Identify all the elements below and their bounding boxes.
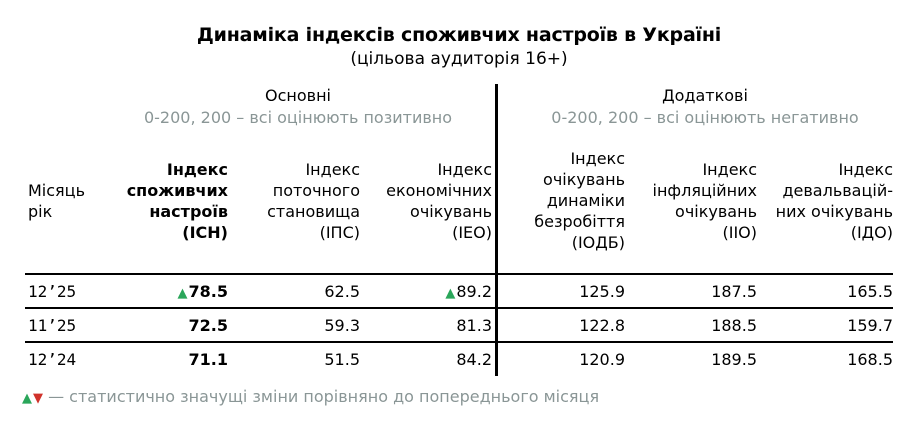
col-header-ido: Індекс девальвацій- них очікувань (ІДО) bbox=[760, 159, 893, 243]
col-header-line: Індекс bbox=[437, 160, 492, 179]
cell-month: 12’24 bbox=[28, 350, 77, 369]
page-subtitle: (цільова аудиторія 16+) bbox=[350, 49, 568, 69]
cell-isn: 72.5 bbox=[188, 316, 228, 335]
col-header-line: Індекс bbox=[838, 160, 893, 179]
col-header-line: Індекс bbox=[166, 160, 228, 179]
cell-value: 89.2 bbox=[456, 282, 492, 301]
col-header-line: девальвацій- bbox=[782, 181, 893, 200]
cell-month: 12’25 bbox=[28, 282, 77, 301]
col-header-line: (ІДО) bbox=[850, 223, 893, 242]
arrow-up-icon: ▲ bbox=[177, 286, 188, 301]
col-header-line: Індекс bbox=[702, 160, 757, 179]
col-header-line: економічних bbox=[386, 181, 492, 200]
col-header-iio: Індекс інфляційних очікувань (ІІО) bbox=[630, 159, 758, 243]
group-additional-subtitle: 0-200, 200 – всі оцінюють негативно bbox=[551, 108, 859, 127]
col-header-line: безробіття bbox=[534, 212, 625, 231]
cell-ips: 62.5 bbox=[324, 282, 360, 301]
col-header-line: (ІПС) bbox=[319, 223, 360, 242]
cell-ieo: 84.2 bbox=[456, 350, 492, 369]
col-header-isn: Індекс споживчих настроїв (ІСН) bbox=[100, 159, 228, 243]
col-header-line: настроїв bbox=[149, 202, 228, 221]
group-main-title: Основні bbox=[265, 86, 331, 105]
cell-iodb: 120.9 bbox=[579, 350, 625, 369]
cell-iodb: 122.8 bbox=[579, 316, 625, 335]
cell-iodb: 125.9 bbox=[579, 282, 625, 301]
col-header-line: поточного bbox=[272, 181, 360, 200]
legend-text: — статистично значущі зміни порівняно до… bbox=[48, 387, 600, 406]
cell-ips: 59.3 bbox=[324, 316, 360, 335]
col-header-line: них очікувань bbox=[775, 202, 893, 221]
col-header-line: Індекс bbox=[570, 149, 625, 168]
arrow-up-icon: ▲ bbox=[445, 286, 456, 301]
cell-ido: 159.7 bbox=[847, 316, 893, 335]
col-header-line: становища bbox=[267, 202, 360, 221]
col-header-line: (ІЕО) bbox=[452, 223, 492, 242]
col-header-line: (ІІО) bbox=[722, 223, 757, 242]
arrow-down-icon: ▼ bbox=[33, 391, 43, 406]
cell-ieo: ▲89.2 bbox=[362, 282, 492, 304]
cell-iio: 189.5 bbox=[711, 350, 757, 369]
group-divider bbox=[495, 84, 498, 376]
cell-iio: 188.5 bbox=[711, 316, 757, 335]
row-divider bbox=[25, 307, 893, 309]
col-header-line: Індекс bbox=[305, 160, 360, 179]
legend: ▲▼ — статистично значущі зміни порівняно… bbox=[22, 387, 599, 406]
col-header-ieo: Індекс економічних очікувань (ІЕО) bbox=[362, 159, 492, 243]
col-header-line: (ІОДБ) bbox=[571, 233, 625, 252]
group-main-subtitle: 0-200, 200 – всі оцінюють позитивно bbox=[143, 108, 453, 127]
col-header-iodb: Індекс очікувань динаміки безробіття (ІО… bbox=[500, 148, 625, 253]
col-header-line: очікувань bbox=[675, 202, 757, 221]
arrow-up-icon: ▲ bbox=[22, 391, 32, 406]
col-header-line: Місяць bbox=[28, 181, 85, 200]
col-header-month: Місяць рік bbox=[28, 180, 85, 222]
cell-ido: 168.5 bbox=[847, 350, 893, 369]
cell-isn: 71.1 bbox=[188, 350, 228, 369]
cell-iio: 187.5 bbox=[711, 282, 757, 301]
group-additional-title: Додаткові bbox=[662, 86, 748, 105]
cell-ips: 51.5 bbox=[324, 350, 360, 369]
col-header-line: очікувань bbox=[543, 170, 625, 189]
cell-ieo: 81.3 bbox=[456, 316, 492, 335]
page-title: Динаміка індексів споживчих настроїв в У… bbox=[196, 24, 722, 46]
cell-value: 78.5 bbox=[188, 282, 228, 301]
col-header-line: інфляційних bbox=[652, 181, 758, 200]
row-divider bbox=[25, 341, 893, 343]
cell-ido: 165.5 bbox=[847, 282, 893, 301]
row-divider bbox=[25, 273, 893, 275]
col-header-ips: Індекс поточного становища (ІПС) bbox=[230, 159, 360, 243]
col-header-line: (ІСН) bbox=[182, 223, 228, 242]
cell-isn: ▲78.5 bbox=[100, 282, 228, 304]
cell-month: 11’25 bbox=[28, 316, 77, 335]
col-header-line: очікувань bbox=[410, 202, 492, 221]
col-header-line: рік bbox=[28, 202, 53, 221]
col-header-line: споживчих bbox=[126, 181, 228, 200]
col-header-line: динаміки bbox=[546, 191, 625, 210]
